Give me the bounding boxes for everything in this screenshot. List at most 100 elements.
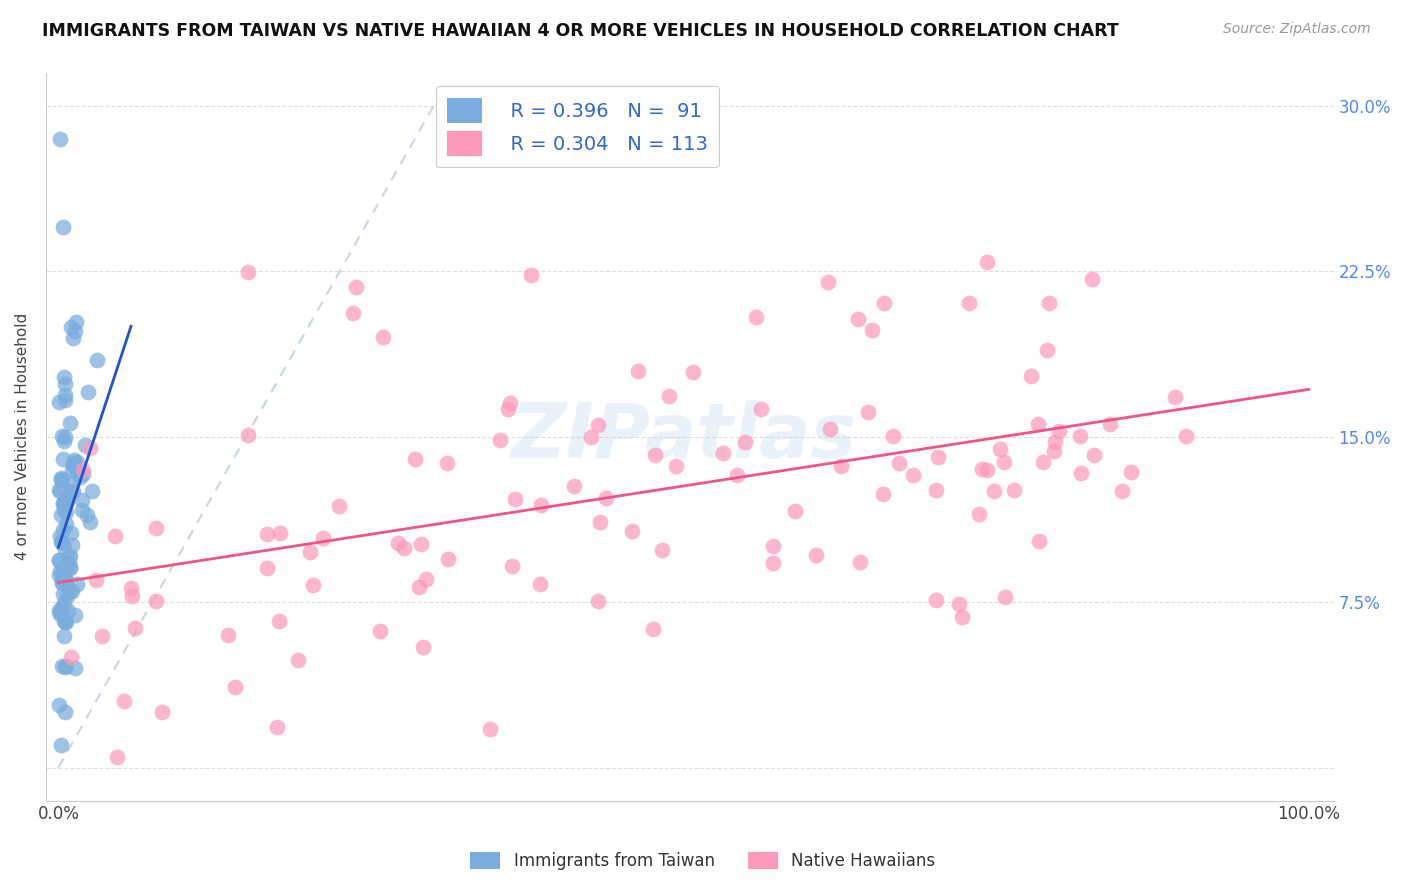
Immigrants from Taiwan	[66, 467, 89, 481]
Immigrants from Taiwan	[51, 535, 73, 549]
Immigrants from Taiwan	[51, 472, 73, 486]
Y-axis label: 4 or more Vehicles in Household: 4 or more Vehicles in Household	[15, 313, 30, 560]
Immigrants from Taiwan	[55, 615, 77, 630]
Immigrants from Taiwan	[59, 561, 82, 575]
Native Hawaiians	[682, 365, 704, 379]
Immigrants from Taiwan	[58, 549, 80, 564]
Immigrants from Taiwan	[59, 477, 82, 491]
Immigrants from Taiwan	[70, 492, 93, 507]
Native Hawaiians	[651, 542, 673, 557]
Native Hawaiians	[267, 614, 290, 628]
Immigrants from Taiwan	[69, 470, 91, 484]
Native Hawaiians	[849, 555, 872, 569]
Native Hawaiians	[830, 458, 852, 473]
Immigrants from Taiwan	[53, 393, 76, 408]
Immigrants from Taiwan	[48, 552, 70, 566]
Immigrants from Taiwan	[52, 629, 75, 643]
Native Hawaiians	[627, 364, 650, 378]
Native Hawaiians	[72, 463, 94, 477]
Text: IMMIGRANTS FROM TAIWAN VS NATIVE HAWAIIAN 4 OR MORE VEHICLES IN HOUSEHOLD CORREL: IMMIGRANTS FROM TAIWAN VS NATIVE HAWAIIA…	[42, 22, 1119, 40]
Native Hawaiians	[529, 576, 551, 591]
Immigrants from Taiwan	[60, 583, 83, 598]
Native Hawaiians	[145, 594, 167, 608]
Native Hawaiians	[299, 544, 322, 558]
Native Hawaiians	[312, 531, 335, 545]
Native Hawaiians	[872, 486, 894, 500]
Immigrants from Taiwan	[52, 568, 75, 582]
Native Hawaiians	[104, 529, 127, 543]
Native Hawaiians	[236, 265, 259, 279]
Native Hawaiians	[112, 694, 135, 708]
Immigrants from Taiwan	[49, 132, 72, 146]
Immigrants from Taiwan	[63, 324, 86, 338]
Immigrants from Taiwan	[55, 659, 77, 673]
Native Hawaiians	[925, 593, 948, 607]
Native Hawaiians	[948, 597, 970, 611]
Native Hawaiians	[520, 268, 543, 282]
Native Hawaiians	[342, 306, 364, 320]
Native Hawaiians	[90, 629, 112, 643]
Immigrants from Taiwan	[52, 523, 75, 537]
Immigrants from Taiwan	[76, 508, 98, 523]
Native Hawaiians	[1043, 444, 1066, 458]
Native Hawaiians	[328, 499, 350, 513]
Immigrants from Taiwan	[60, 484, 83, 499]
Immigrants from Taiwan	[62, 484, 84, 499]
Native Hawaiians	[848, 311, 870, 326]
Native Hawaiians	[734, 435, 756, 450]
Immigrants from Taiwan	[59, 583, 82, 598]
Immigrants from Taiwan	[63, 608, 86, 623]
Legend:   R = 0.396   N =  91,   R = 0.304   N = 113: R = 0.396 N = 91, R = 0.304 N = 113	[436, 87, 720, 168]
Immigrants from Taiwan	[51, 575, 73, 590]
Native Hawaiians	[408, 580, 430, 594]
Native Hawaiians	[745, 310, 768, 325]
Immigrants from Taiwan	[60, 463, 83, 477]
Immigrants from Taiwan	[80, 484, 103, 499]
Native Hawaiians	[415, 573, 437, 587]
Immigrants from Taiwan	[72, 503, 94, 517]
Native Hawaiians	[150, 705, 173, 719]
Immigrants from Taiwan	[66, 577, 89, 591]
Native Hawaiians	[1026, 417, 1049, 431]
Native Hawaiians	[927, 450, 949, 464]
Immigrants from Taiwan	[52, 502, 75, 516]
Immigrants from Taiwan	[49, 508, 72, 522]
Immigrants from Taiwan	[49, 483, 72, 498]
Native Hawaiians	[124, 621, 146, 635]
Native Hawaiians	[925, 483, 948, 498]
Native Hawaiians	[903, 468, 925, 483]
Native Hawaiians	[665, 459, 688, 474]
Immigrants from Taiwan	[56, 604, 79, 618]
Native Hawaiians	[1021, 368, 1043, 383]
Native Hawaiians	[1002, 483, 1025, 497]
Native Hawaiians	[620, 524, 643, 539]
Immigrants from Taiwan	[59, 549, 82, 564]
Immigrants from Taiwan	[65, 315, 87, 329]
Native Hawaiians	[976, 463, 998, 477]
Immigrants from Taiwan	[55, 491, 77, 505]
Native Hawaiians	[1047, 425, 1070, 439]
Native Hawaiians	[581, 429, 603, 443]
Native Hawaiians	[762, 556, 785, 570]
Native Hawaiians	[437, 551, 460, 566]
Immigrants from Taiwan	[49, 535, 72, 549]
Immigrants from Taiwan	[66, 455, 89, 469]
Native Hawaiians	[436, 456, 458, 470]
Immigrants from Taiwan	[58, 556, 80, 570]
Native Hawaiians	[643, 622, 665, 636]
Immigrants from Taiwan	[55, 516, 77, 531]
Native Hawaiians	[256, 561, 278, 575]
Native Hawaiians	[404, 452, 426, 467]
Immigrants from Taiwan	[63, 661, 86, 675]
Immigrants from Taiwan	[49, 739, 72, 753]
Native Hawaiians	[409, 537, 432, 551]
Native Hawaiians	[501, 559, 523, 574]
Immigrants from Taiwan	[49, 529, 72, 543]
Native Hawaiians	[145, 521, 167, 535]
Native Hawaiians	[783, 504, 806, 518]
Native Hawaiians	[993, 455, 1015, 469]
Native Hawaiians	[1032, 455, 1054, 469]
Immigrants from Taiwan	[55, 574, 77, 588]
Immigrants from Taiwan	[53, 376, 76, 391]
Native Hawaiians	[1099, 417, 1122, 431]
